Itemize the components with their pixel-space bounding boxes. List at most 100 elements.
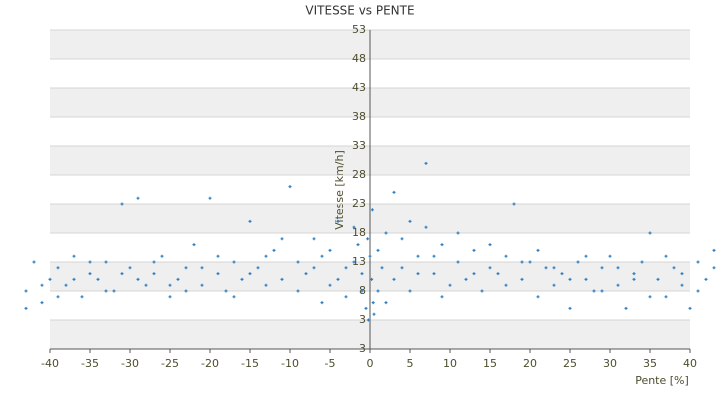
point (696, 289, 700, 293)
point (136, 196, 140, 200)
point (440, 295, 444, 299)
point (56, 266, 60, 270)
y-tick-label: 3 (359, 313, 366, 326)
point (32, 260, 36, 264)
point (168, 295, 172, 299)
x-tick-label: 25 (563, 357, 577, 370)
point (696, 260, 700, 264)
x-tick-label: -25 (161, 357, 179, 370)
point (472, 272, 476, 276)
point (168, 283, 172, 287)
point (328, 248, 332, 252)
point (64, 283, 68, 287)
point (488, 243, 492, 247)
point (688, 306, 692, 310)
point (248, 272, 252, 276)
point (640, 260, 644, 264)
point (584, 254, 588, 258)
point (488, 266, 492, 270)
y-tick-label: 53 (352, 23, 366, 36)
point (432, 272, 436, 276)
point (128, 266, 132, 270)
point (248, 219, 252, 223)
point (240, 277, 244, 281)
point (144, 283, 148, 287)
point (366, 237, 370, 241)
point (40, 301, 44, 305)
point (288, 185, 292, 189)
x-tick-label: -30 (121, 357, 139, 370)
point (400, 237, 404, 241)
point (24, 289, 28, 293)
point (712, 248, 716, 252)
point (584, 277, 588, 281)
point (272, 248, 276, 252)
point (576, 260, 580, 264)
x-tick-label: -20 (201, 357, 219, 370)
point (464, 277, 468, 281)
point (136, 277, 140, 281)
x-tick-label: 5 (407, 357, 414, 370)
point (648, 231, 652, 235)
point (208, 196, 212, 200)
point (112, 289, 116, 293)
point (264, 283, 268, 287)
point (360, 272, 364, 276)
point (608, 254, 612, 258)
point (392, 190, 396, 194)
point (56, 295, 60, 299)
point (312, 237, 316, 241)
y-tick-label: 48 (352, 52, 366, 65)
point (504, 254, 508, 258)
point (704, 277, 708, 281)
point (184, 289, 188, 293)
point (656, 277, 660, 281)
point (560, 272, 564, 276)
point (360, 289, 364, 293)
point (96, 277, 100, 281)
point (280, 237, 284, 241)
point (72, 254, 76, 258)
point (400, 266, 404, 270)
y-tick-label: 38 (352, 110, 366, 123)
point (296, 260, 300, 264)
point (616, 266, 620, 270)
point (72, 277, 76, 281)
point (552, 266, 556, 270)
point (424, 161, 428, 165)
point (364, 306, 368, 310)
point (312, 266, 316, 270)
point (472, 248, 476, 252)
point (592, 289, 596, 293)
point (528, 260, 532, 264)
point (648, 295, 652, 299)
point (184, 266, 188, 270)
point (370, 277, 374, 281)
point (104, 260, 108, 264)
y-tick-label: 23 (352, 197, 366, 210)
point (520, 277, 524, 281)
point (504, 283, 508, 287)
y-tick-label: 33 (352, 139, 366, 152)
point (664, 254, 668, 258)
x-axis-label: Pente [%] (635, 374, 689, 387)
point (616, 283, 620, 287)
point (384, 231, 388, 235)
point (152, 272, 156, 276)
point (200, 266, 204, 270)
point (512, 202, 516, 206)
x-tick-label: -10 (281, 357, 299, 370)
point (80, 295, 84, 299)
point (376, 248, 380, 252)
point (552, 283, 556, 287)
point (366, 318, 370, 322)
point (40, 283, 44, 287)
point (380, 266, 384, 270)
x-tick-label: 20 (523, 357, 537, 370)
point (352, 225, 356, 229)
point (344, 295, 348, 299)
point (440, 243, 444, 247)
x-tick-label: 35 (643, 357, 657, 370)
x-tick-label: 30 (603, 357, 617, 370)
